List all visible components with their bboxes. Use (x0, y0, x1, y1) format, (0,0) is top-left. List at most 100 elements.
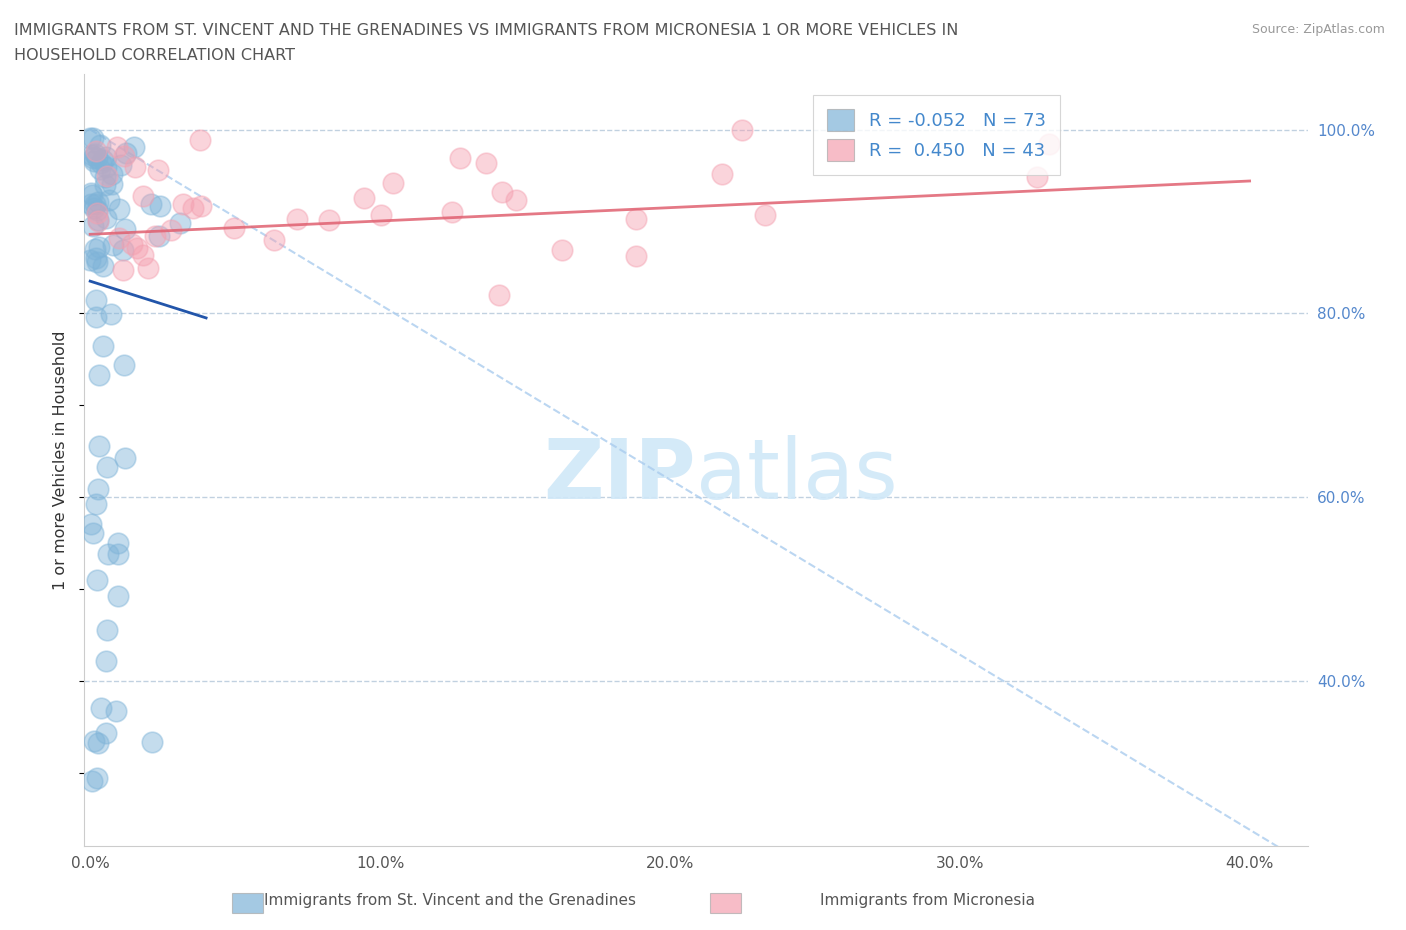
Point (731, 122, 754, 137)
Point (440, 205, 463, 219)
Point (80, 773, 103, 788)
Text: HOUSEHOLD CORRELATION CHART: HOUSEHOLD CORRELATION CHART (14, 48, 295, 63)
Text: Source: ZipAtlas.com: Source: ZipAtlas.com (1251, 23, 1385, 36)
Point (87, 213, 110, 228)
Point (100, 307, 122, 322)
Point (86, 771, 108, 786)
Point (82, 526, 104, 541)
Point (80, 185, 103, 200)
Point (143, 229, 166, 244)
Point (100, 166, 122, 181)
Point (91, 153, 114, 167)
Point (1038, 137, 1060, 152)
Text: IMMIGRANTS FROM ST. VINCENT AND THE GRENADINES VS IMMIGRANTS FROM MICRONESIA 1 O: IMMIGRANTS FROM ST. VINCENT AND THE GREN… (14, 23, 959, 38)
Point (136, 260, 159, 275)
Point (96, 150, 118, 165)
Point (86, 206, 108, 220)
Point (96, 622, 118, 637)
Point (90, 155, 112, 170)
Point (96, 725, 118, 740)
Point (169, 215, 191, 230)
Point (114, 451, 136, 466)
Point (551, 243, 574, 258)
Point (183, 200, 205, 215)
Point (87, 482, 110, 497)
Point (160, 222, 183, 237)
Point (96, 459, 118, 474)
Point (105, 140, 128, 154)
Point (107, 588, 129, 603)
Point (86, 736, 108, 751)
Point (110, 158, 132, 173)
Point (124, 140, 146, 154)
Point (1025, 169, 1047, 184)
Point (87, 214, 110, 229)
Point (94, 169, 117, 184)
Text: Immigrants from Micronesia: Immigrants from Micronesia (821, 893, 1035, 908)
Point (86, 572, 108, 587)
Point (91, 259, 114, 273)
Point (94, 211, 117, 226)
Point (87, 367, 110, 382)
Point (82, 219, 104, 233)
Point (84, 293, 107, 308)
Point (505, 193, 527, 207)
Point (172, 196, 194, 211)
Point (89, 161, 111, 176)
Point (82, 148, 104, 163)
Point (124, 160, 146, 175)
Text: atlas: atlas (696, 435, 897, 516)
Point (370, 207, 392, 222)
Point (86, 203, 108, 218)
Point (114, 222, 136, 237)
Point (141, 735, 163, 750)
Point (82, 150, 104, 165)
Point (353, 191, 375, 206)
Point (711, 166, 734, 181)
Point (132, 247, 155, 262)
Point (83, 201, 105, 216)
Point (82, 130, 104, 145)
Point (449, 151, 471, 166)
Point (107, 231, 129, 246)
Text: ZIP: ZIP (544, 435, 696, 516)
Point (108, 202, 131, 217)
Point (132, 189, 155, 204)
Point (83, 153, 105, 168)
Point (382, 176, 405, 191)
Point (318, 212, 340, 227)
Point (491, 184, 513, 199)
Legend: R = -0.052   N = 73, R =  0.450   N = 43: R = -0.052 N = 73, R = 0.450 N = 43 (813, 95, 1060, 175)
Point (112, 358, 135, 373)
Point (84, 144, 107, 159)
Point (94, 654, 117, 669)
Point (111, 262, 134, 277)
Point (115, 146, 138, 161)
Point (488, 287, 510, 302)
Point (84, 147, 107, 162)
Point (83, 241, 105, 256)
Point (90, 701, 112, 716)
Point (87, 438, 110, 453)
Point (89, 138, 111, 153)
Point (79, 252, 101, 267)
Point (626, 211, 648, 226)
Point (100, 176, 122, 191)
Point (624, 248, 647, 263)
Text: Immigrants from St. Vincent and the Grenadines: Immigrants from St. Vincent and the Gren… (264, 893, 636, 908)
Point (188, 133, 211, 148)
Point (754, 207, 776, 222)
Point (86, 254, 108, 269)
Point (149, 198, 172, 213)
Point (475, 156, 498, 171)
Point (105, 703, 128, 718)
Point (89, 240, 111, 255)
Point (190, 199, 212, 214)
Point (107, 535, 129, 550)
Point (94, 178, 117, 193)
Point (101, 237, 124, 252)
Point (94, 160, 117, 175)
Point (80, 516, 103, 531)
Point (112, 149, 135, 164)
Point (222, 220, 245, 235)
